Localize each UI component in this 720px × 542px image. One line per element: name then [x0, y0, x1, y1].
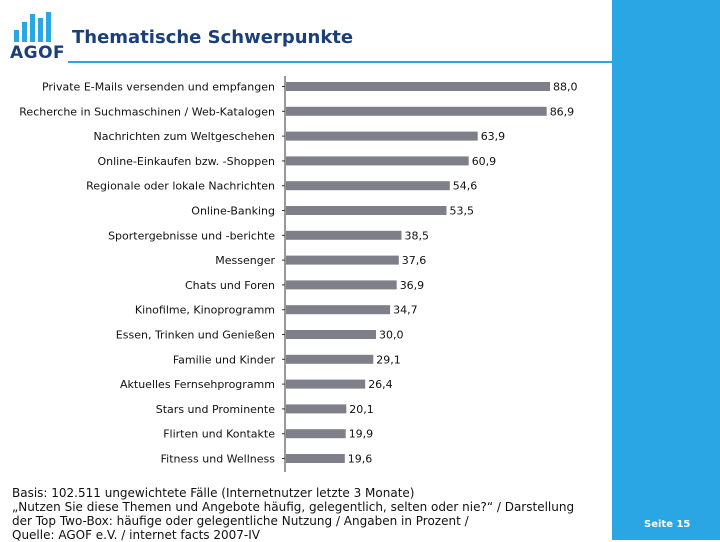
bar: [286, 454, 345, 463]
logo-bars-icon: [14, 12, 51, 42]
data-label: 19,9: [349, 428, 374, 441]
category-label: Nachrichten zum Weltgeschehen: [94, 130, 275, 143]
data-label: 86,9: [550, 105, 575, 118]
data-label: 54,6: [453, 180, 478, 193]
category-label: Messenger: [215, 254, 275, 267]
category-label: Private E-Mails versenden und empfangen: [42, 81, 275, 94]
bar-chart: Private E-Mails versenden und empfangen 8…: [19, 76, 578, 472]
data-label: 60,9: [472, 155, 497, 168]
category-label: Flirten und Kontakte: [163, 428, 275, 441]
category-label: Regionale oder lokale Nachrichten: [86, 180, 275, 193]
category-label: Stars und Prominente: [156, 403, 275, 416]
data-label: 38,5: [405, 229, 430, 242]
footnote-line-1: Basis: 102.511 ungewichtete Fälle (Inter…: [12, 486, 415, 500]
footnote: Basis: 102.511 ungewichtete Fälle (Inter…: [12, 486, 610, 542]
logo-text: AGOF: [10, 43, 66, 63]
bar: [286, 156, 469, 166]
bar: [286, 255, 399, 265]
data-label: 26,4: [368, 378, 393, 391]
footnote-line-2: „Nutzen Sie diese Themen und Angebote hä…: [12, 500, 575, 514]
page-title: Thematische Schwerpunkte: [72, 27, 354, 48]
bar: [286, 379, 366, 389]
bar: [286, 280, 397, 290]
bar: [286, 206, 447, 215]
bar: [286, 354, 374, 364]
right-accent-bar: [612, 0, 720, 540]
bar: [286, 429, 346, 439]
bar: [286, 181, 450, 191]
footnote-line-4: Quelle: AGOF e.V. / internet facts 2007-…: [12, 528, 260, 542]
bar: [286, 82, 550, 91]
data-label: 29,1: [376, 353, 401, 366]
category-label: Online-Banking: [191, 205, 275, 218]
data-label: 88,0: [553, 81, 578, 94]
bar: [286, 305, 391, 315]
category-label: Familie und Kinder: [173, 353, 276, 366]
category-label: Chats und Foren: [185, 279, 275, 292]
category-label: Aktuelles Fernsehprogramm: [120, 378, 275, 391]
category-label: Essen, Trinken und Genießen: [116, 329, 275, 342]
category-label: Online-Einkaufen bzw. -Shoppen: [97, 155, 275, 168]
footnote-line-3: der Top Two-Box: häufige oder gelegentli…: [12, 514, 469, 528]
data-label: 53,5: [450, 205, 475, 218]
bar: [286, 404, 347, 414]
category-label: Fitness und Wellness: [161, 453, 276, 466]
data-label: 34,7: [393, 304, 418, 317]
category-label: Sportergebnisse und -berichte: [108, 229, 275, 242]
title-divider: [68, 61, 612, 63]
category-label: Recherche in Suchmaschinen / Web-Katalog…: [19, 105, 275, 118]
data-label: 19,6: [348, 453, 373, 466]
bar: [286, 330, 376, 339]
agof-logo: AGOF: [8, 12, 66, 63]
data-label: 63,9: [481, 130, 506, 143]
data-label: 36,9: [400, 279, 425, 292]
data-label: 37,6: [402, 254, 427, 267]
page-number: Seite 15: [644, 519, 691, 530]
bar: [286, 230, 402, 240]
data-label: 30,0: [379, 329, 404, 342]
category-label: Kinofilme, Kinoprogramm: [135, 304, 275, 317]
bar: [286, 106, 547, 116]
bar: [286, 131, 478, 141]
data-label: 20,1: [349, 403, 374, 416]
